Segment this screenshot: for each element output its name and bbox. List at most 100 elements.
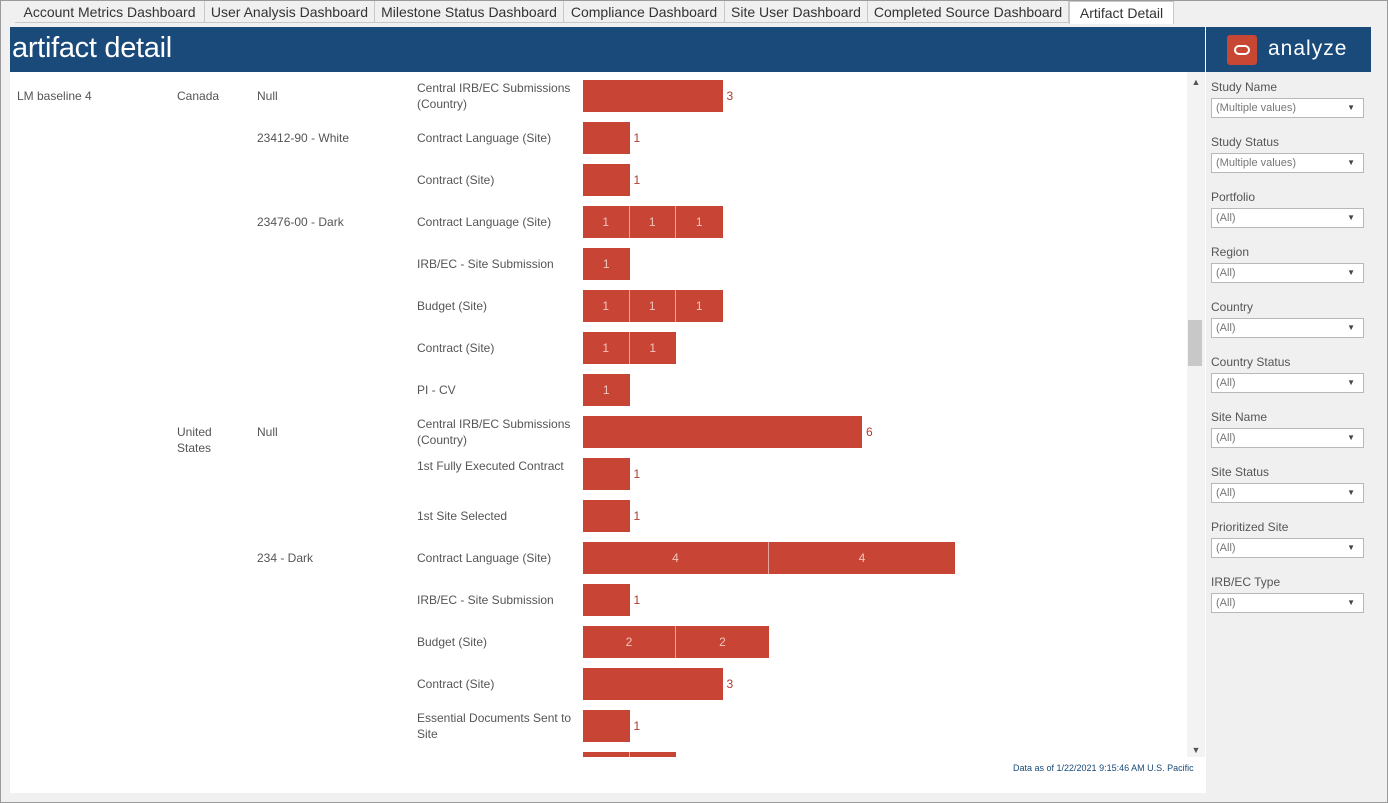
bar-segment[interactable] [583, 458, 630, 490]
filter-site-name: Site Name (All) ▼ [1211, 410, 1366, 448]
filter-dropdown[interactable]: (All) ▼ [1211, 538, 1364, 558]
artifact-bar[interactable]: 1 [583, 374, 630, 406]
chevron-down-icon[interactable]: ▼ [1347, 488, 1355, 497]
bar-value-label: 1 [633, 593, 641, 607]
chevron-down-icon[interactable]: ▼ [1347, 158, 1355, 167]
scroll-up-icon[interactable]: ▲ [1191, 77, 1201, 87]
artifact-row-label: Contract (Site) [417, 173, 495, 187]
bar-segment[interactable]: 1 [629, 752, 676, 757]
filter-value: (All) [1216, 597, 1236, 609]
site-cell: Null [257, 425, 278, 439]
artifact-bar[interactable] [583, 164, 630, 196]
filter-dropdown[interactable]: (All) ▼ [1211, 318, 1364, 338]
page-title: artifact detail [12, 32, 172, 64]
bar-segment[interactable]: 1 [629, 290, 676, 322]
scrollbar-thumb[interactable] [1188, 320, 1202, 366]
filter-dropdown[interactable]: (Multiple values) ▼ [1211, 153, 1364, 173]
filter-value: (Multiple values) [1216, 102, 1297, 114]
bar-segment[interactable] [583, 416, 862, 448]
bar-segment[interactable]: 4 [769, 542, 955, 574]
artifact-bar[interactable] [583, 500, 630, 532]
artifact-bar[interactable] [583, 122, 630, 154]
tab-compliance[interactable]: Compliance Dashboard [564, 1, 725, 23]
bar-segment[interactable] [583, 122, 630, 154]
bar-segment[interactable] [583, 164, 630, 196]
bar-segment[interactable]: 1 [629, 332, 676, 364]
tab-artifact-detail[interactable]: Artifact Detail [1069, 1, 1174, 24]
filter-portfolio: Portfolio (All) ▼ [1211, 190, 1366, 228]
chevron-down-icon[interactable]: ▼ [1347, 543, 1355, 552]
artifact-bar-chart[interactable]: LM baseline 4 Canada United States Null … [10, 72, 1205, 757]
filter-label: Portfolio [1211, 190, 1256, 204]
bar-segment[interactable]: 1 [676, 290, 723, 322]
bar-segment[interactable]: 1 [583, 206, 630, 238]
filter-value: (Multiple values) [1216, 157, 1297, 169]
site-cell: Null [257, 89, 278, 103]
bar-segment[interactable]: 1 [583, 752, 630, 757]
filter-value: (All) [1216, 212, 1236, 224]
bar-value-label: 1 [633, 509, 641, 523]
tab-site-user[interactable]: Site User Dashboard [725, 1, 868, 23]
chevron-down-icon[interactable]: ▼ [1347, 268, 1355, 277]
artifact-row-label: Contract Language (Site) [417, 551, 552, 565]
bar-segment[interactable]: 1 [583, 290, 630, 322]
scroll-down-icon[interactable]: ▼ [1191, 745, 1201, 755]
artifact-bar[interactable] [583, 584, 630, 616]
chevron-down-icon[interactable]: ▼ [1347, 323, 1355, 332]
bar-segment[interactable] [583, 668, 723, 700]
artifact-row-label: Essential Documents Sent to Site [417, 711, 572, 741]
artifact-bar[interactable]: 1 [583, 248, 630, 280]
tab-account-metrics[interactable]: Account Metrics Dashboard [15, 1, 205, 23]
bar-segment[interactable] [583, 584, 630, 616]
bar-segment[interactable]: 4 [583, 542, 769, 574]
tab-completed-source[interactable]: Completed Source Dashboard [868, 1, 1069, 23]
bar-segment[interactable]: 1 [583, 248, 630, 280]
bar-segment[interactable]: 1 [583, 374, 630, 406]
oracle-ring-icon [1227, 35, 1257, 65]
artifact-bar[interactable] [583, 416, 862, 448]
bar-segment[interactable] [583, 710, 630, 742]
artifact-row-label: Central IRB/EC Submissions (Country) [417, 81, 571, 111]
chevron-down-icon[interactable]: ▼ [1347, 598, 1355, 607]
bar-segment[interactable]: 1 [676, 206, 723, 238]
filter-dropdown[interactable]: (All) ▼ [1211, 428, 1364, 448]
tab-milestone-status[interactable]: Milestone Status Dashboard [375, 1, 564, 23]
site-cell: 23476-00 - Dark [257, 215, 344, 229]
artifact-bar[interactable] [583, 710, 630, 742]
bar-segment[interactable] [583, 500, 630, 532]
filter-dropdown[interactable]: (All) ▼ [1211, 593, 1364, 613]
filter-dropdown[interactable]: (All) ▼ [1211, 208, 1364, 228]
artifact-bar[interactable] [583, 458, 630, 490]
filter-dropdown[interactable]: (Multiple values) ▼ [1211, 98, 1364, 118]
bar-value-label: 1 [633, 467, 641, 481]
chevron-down-icon[interactable]: ▼ [1347, 213, 1355, 222]
artifact-row-label: IRB/EC - Site Submission [417, 593, 554, 607]
bar-segment[interactable]: 2 [676, 626, 769, 658]
artifact-bar[interactable] [583, 668, 723, 700]
filter-dropdown[interactable]: (All) ▼ [1211, 373, 1364, 393]
artifact-bar[interactable]: 11 [583, 752, 676, 757]
filter-value: (All) [1216, 542, 1236, 554]
chevron-down-icon[interactable]: ▼ [1347, 103, 1355, 112]
artifact-row-label: Budget (Site) [417, 635, 488, 649]
filter-dropdown[interactable]: (All) ▼ [1211, 483, 1364, 503]
bar-segment[interactable]: 2 [583, 626, 676, 658]
vertical-scrollbar[interactable]: ▲ ▼ [1187, 72, 1205, 757]
filter-label: Country Status [1211, 355, 1291, 369]
bar-segment[interactable]: 1 [583, 332, 630, 364]
chevron-down-icon[interactable]: ▼ [1347, 433, 1355, 442]
artifact-bar[interactable] [583, 80, 723, 112]
filter-dropdown[interactable]: (All) ▼ [1211, 263, 1364, 283]
bar-segment[interactable]: 1 [629, 206, 676, 238]
artifact-row-label: Budget (Site) [417, 299, 488, 313]
chevron-down-icon[interactable]: ▼ [1347, 378, 1355, 387]
artifact-row-label: 1st Site Selected [417, 509, 508, 523]
bar-segment[interactable] [583, 80, 723, 112]
filter-country-status: Country Status (All) ▼ [1211, 355, 1366, 393]
tab-user-analysis[interactable]: User Analysis Dashboard [205, 1, 375, 23]
